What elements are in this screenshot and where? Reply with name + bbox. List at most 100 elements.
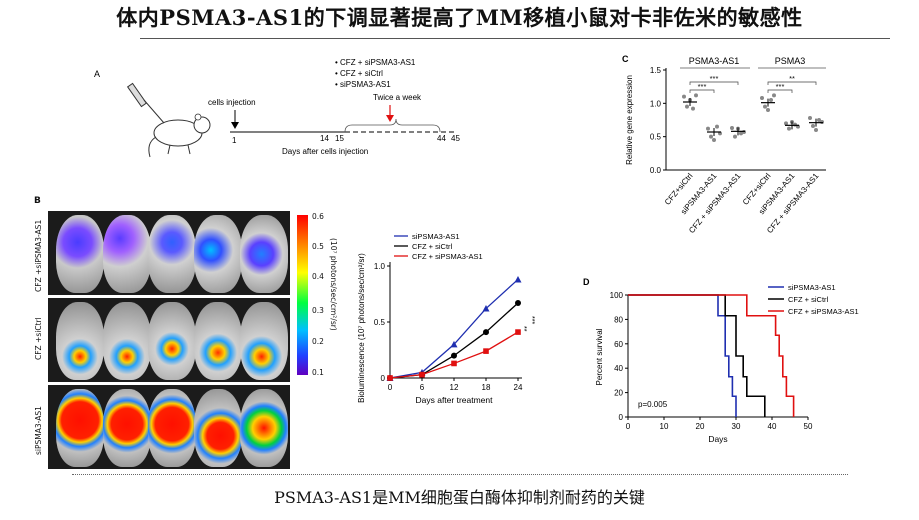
significance-bracket: [689, 81, 739, 85]
legend-label: siPSMA3-AS1: [412, 232, 460, 241]
data-point: [820, 120, 824, 124]
colorbar-tick: 0.4: [312, 272, 324, 281]
mouse-image: [103, 389, 151, 467]
treatment-legend-1: • CFZ + siPSMA3-AS1: [335, 58, 416, 67]
y-tick-label: 0.5: [374, 318, 386, 327]
data-point: [808, 116, 812, 120]
significance-label: **: [520, 326, 527, 332]
mouse-image: [194, 215, 242, 293]
slide-caption: PSMA3-AS1是MM细胞蛋白酶体抑制剂耐药的关键: [274, 488, 645, 507]
x-tick-label: 12: [450, 383, 459, 392]
y-tick-label: 60: [614, 340, 623, 349]
mouse-image: [103, 302, 151, 380]
legend-label: CFZ + siCtrl: [788, 295, 829, 304]
y-axis-label: Percent survival: [595, 328, 604, 385]
mouse-image: [56, 215, 104, 293]
data-point: [515, 329, 521, 335]
significance-label: **: [789, 74, 795, 83]
legend-label: CFZ + siCtrl: [412, 242, 453, 251]
colorbar-tick: 0.2: [312, 337, 324, 346]
y-tick-label: 80: [614, 315, 623, 324]
imaging-row-sipsma3: [48, 385, 290, 469]
data-point: [760, 96, 764, 100]
y-tick-label: 100: [610, 291, 624, 300]
y-tick-label: 40: [614, 364, 623, 373]
y-tick-label: 0: [619, 413, 624, 422]
data-point: [784, 121, 788, 126]
data-point: [709, 134, 713, 139]
data-point: [766, 108, 770, 112]
mouse-image: [194, 389, 242, 467]
twice-a-week-label: Twice a week: [373, 93, 422, 102]
y-tick-label: 1.0: [374, 262, 386, 271]
group-label: PSMA3: [775, 56, 806, 66]
data-point: [772, 93, 776, 98]
treatment-legend-2: • CFZ + siCtrl: [335, 69, 383, 78]
significance-bracket: [767, 81, 817, 85]
timeline-tick-15: 15: [335, 134, 344, 143]
group-label: PSMA3-AS1: [689, 56, 740, 66]
panel-a-timeline: A cells injection Twice a week • CFZ + s…: [94, 58, 460, 158]
injection-arrow-head: [231, 122, 239, 129]
significance-label: ***: [710, 74, 719, 83]
x-tick-label: 18: [482, 383, 491, 392]
survival-curve: [628, 294, 766, 417]
x-tick-label: 50: [804, 422, 813, 431]
y-tick-label: 1.5: [650, 66, 662, 75]
data-point: [419, 371, 425, 378]
series-line: [389, 302, 519, 379]
imaging-row-cfz-sictrl: [48, 298, 290, 382]
y-axis-label: Relative gene expression: [625, 75, 634, 165]
row-label-cfz-sictrl: CFZ +siCtrl: [34, 317, 43, 360]
data-point: [769, 98, 773, 102]
data-point: [814, 128, 818, 132]
treatment-bracket: [344, 118, 441, 133]
colorbar-tick: 0.6: [312, 212, 324, 221]
data-point: [451, 360, 457, 367]
mouse-image: [148, 215, 196, 293]
timeline-tick-14: 14: [320, 134, 329, 143]
x-tick-label: 24: [514, 383, 523, 392]
title-divider: [140, 38, 890, 39]
row-label-sipsma3: siPSMA3-AS1: [34, 406, 43, 455]
x-tick-label: 6: [420, 383, 425, 392]
y-tick-label: 0: [381, 374, 386, 383]
significance-label: ***: [698, 82, 707, 91]
legend-label: siPSMA3-AS1: [788, 283, 836, 292]
y-tick-label: 0.0: [650, 166, 662, 175]
mouse-image: [240, 389, 288, 467]
x-tick-label: 20: [696, 422, 705, 431]
data-point: [682, 94, 686, 99]
x-axis-label: Days after treatment: [415, 395, 493, 405]
x-tick-label: 0: [626, 422, 631, 431]
mouse-image: [103, 215, 151, 293]
mouse-syringe-icon: [126, 82, 211, 158]
data-point: [715, 124, 719, 129]
mouse-image: [240, 302, 288, 380]
data-point: [787, 126, 791, 131]
data-point: [706, 126, 710, 131]
slide-title: 体内PSMA3-AS1的下调显著提高了MM移植小鼠对卡非佐米的敏感性: [116, 5, 803, 30]
data-point: [515, 299, 521, 306]
treatment-legend-3: • siPSMA3-AS1: [335, 80, 391, 89]
data-point: [742, 130, 746, 134]
data-point: [514, 275, 522, 283]
data-point: [691, 106, 695, 111]
caption-divider: [72, 474, 848, 475]
data-point: [450, 340, 458, 348]
imaging-row-cfz-sipsma3: [48, 211, 290, 295]
data-point: [451, 352, 457, 359]
colorbar-tick: 0.3: [312, 306, 324, 315]
data-point: [739, 131, 743, 136]
gene-expression-chart: C 0.0 0.5 1.0 1.5 Relative gene expression PSM…: [622, 54, 826, 235]
x-tick-label: 10: [660, 422, 669, 431]
panel-b-letter: B: [34, 196, 41, 206]
cells-injection-label: cells injection: [208, 98, 256, 107]
data-point: [483, 348, 489, 354]
data-point: [483, 329, 489, 336]
data-point: [387, 375, 393, 381]
bioluminescence-chart: 0 6 12 18 24 0 0.5 1.0 Days after treatment Biolu…: [357, 232, 535, 405]
y-tick-label: 20: [614, 389, 623, 398]
data-point: [763, 104, 767, 109]
significance-label: ***: [528, 316, 535, 324]
